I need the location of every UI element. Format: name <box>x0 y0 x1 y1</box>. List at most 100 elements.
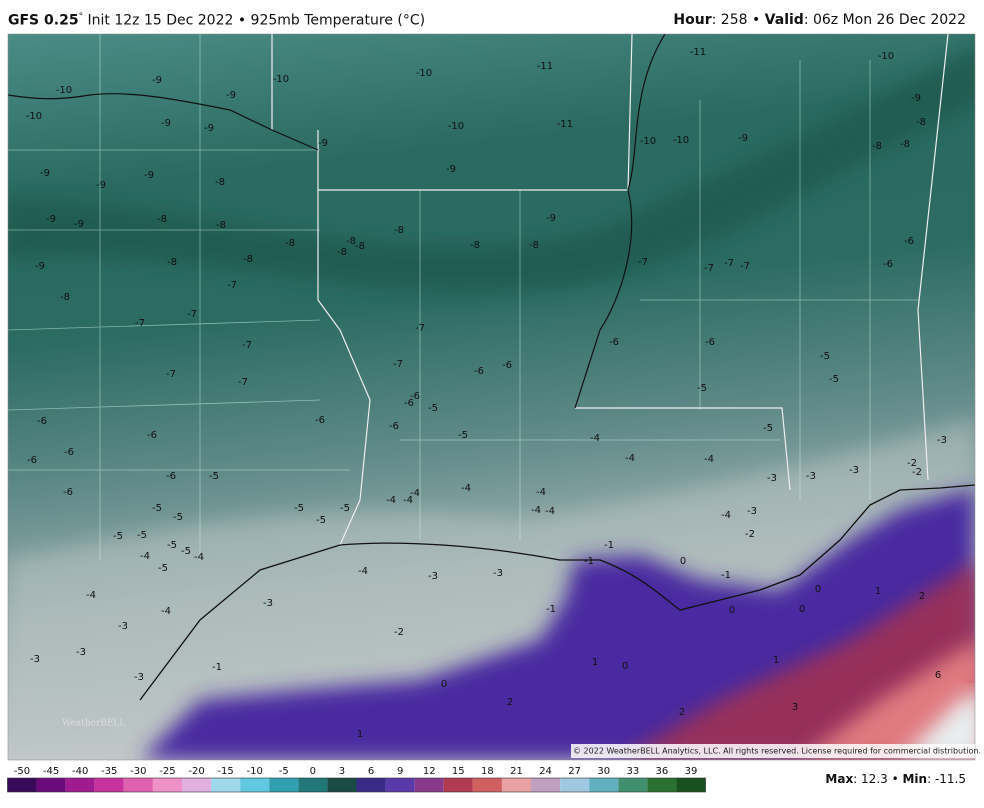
colorbar-segment <box>676 778 706 792</box>
map-label: -2 <box>912 467 922 478</box>
map-label: -9 <box>446 164 456 175</box>
colorbar-tick-label: 30 <box>597 766 610 777</box>
degree: ° <box>78 12 84 22</box>
map-label: -8 <box>215 177 225 188</box>
hour-label: Hour <box>673 12 712 28</box>
map-label: -3 <box>118 621 128 632</box>
map-label: -2 <box>745 529 755 540</box>
map-label: -9 <box>144 170 154 181</box>
map-label: -4 <box>194 552 204 563</box>
header-right: Hour: 258 • Valid: 06z Mon 26 Dec 2022 <box>673 12 966 28</box>
copyright: © 2022 WeatherBELL Analytics, LLC. All r… <box>573 747 981 756</box>
map-label: -4 <box>358 566 368 577</box>
map-label: -7 <box>227 280 237 291</box>
map-label: 2 <box>919 591 925 602</box>
map-label: -6 <box>474 366 484 377</box>
map-label: -9 <box>911 93 921 104</box>
colorbar-segment <box>472 778 502 792</box>
map-label: -9 <box>46 214 56 225</box>
colorbar-tick-label: 36 <box>656 766 669 777</box>
colorbar-frame <box>7 777 706 793</box>
map-label: -5 <box>763 423 773 434</box>
colorbar-tick-label: -45 <box>43 766 59 777</box>
map-label: -3 <box>849 465 859 476</box>
colorbar-segment <box>443 778 473 792</box>
map-label: -7 <box>704 263 714 274</box>
map-label: -6 <box>389 421 399 432</box>
valid-label: Valid <box>764 12 804 28</box>
colorbar-tick-label: -30 <box>130 766 146 777</box>
map-label: -6 <box>404 398 414 409</box>
colorbar-segment <box>211 778 241 792</box>
header-left: GFS 0.25° Init 12z 15 Dec 2022 • 925mb T… <box>8 12 425 29</box>
map-label: -8 <box>529 240 539 251</box>
map-label: -5 <box>113 531 123 542</box>
map-label: -7 <box>238 377 248 388</box>
colorbar-tick-label: 9 <box>397 766 403 777</box>
colorbar-tick-label: 27 <box>568 766 581 777</box>
map-label: 2 <box>679 707 685 718</box>
colorbar-segment <box>560 778 590 792</box>
map-label: -7 <box>187 309 197 320</box>
colorbar-segment <box>501 778 532 792</box>
map-label: -10 <box>448 121 464 132</box>
map-label: -8 <box>157 214 167 225</box>
map-label: -4 <box>461 483 471 494</box>
min-text: : -11.5 <box>927 772 966 786</box>
map-label: -6 <box>63 487 73 498</box>
map-label: -8 <box>355 241 365 252</box>
map-label: -4 <box>403 495 413 506</box>
map-label: -6 <box>37 416 47 427</box>
colorbar-segment <box>181 778 212 792</box>
colorbar-segment <box>298 778 328 792</box>
map-label: -1 <box>212 662 222 673</box>
map-label: -6 <box>609 337 619 348</box>
map-label: -3 <box>937 435 947 446</box>
colorbar-segment <box>618 778 648 792</box>
map-label: -3 <box>428 571 438 582</box>
colorbar-segment <box>589 778 619 792</box>
colorbar-segment <box>647 778 677 792</box>
colorbar-tick-label: -5 <box>279 766 289 777</box>
colorbar-tick-label: 24 <box>539 766 552 777</box>
map-label: -5 <box>209 471 219 482</box>
map-label: -4 <box>590 433 600 444</box>
colorbar-tick-label: 18 <box>481 766 494 777</box>
map-label: -3 <box>767 473 777 484</box>
map-label: 0 <box>622 661 628 672</box>
map-label: -6 <box>705 337 715 348</box>
logo: WeatherBELL <box>62 719 125 729</box>
colorbar-tick-label: 39 <box>685 766 698 777</box>
map-label: -4 <box>410 488 420 499</box>
map-label: -7 <box>724 258 734 269</box>
map-label: -5 <box>820 351 830 362</box>
map-label: 1 <box>773 655 779 666</box>
map-label: -5 <box>167 540 177 551</box>
map-label: -7 <box>166 369 176 380</box>
map-label: -9 <box>152 75 162 86</box>
map-label: -8 <box>285 238 295 249</box>
map-label: -7 <box>638 257 648 268</box>
map-label: -5 <box>181 546 191 557</box>
colorbar-segment <box>269 778 299 792</box>
footer: Max: 12.3 • Min: -11.5 <box>825 772 966 786</box>
map-label: -7 <box>135 318 145 329</box>
map-label: -3 <box>806 471 816 482</box>
map-label: -7 <box>393 359 403 370</box>
map-label: -11 <box>557 119 573 130</box>
hour-text: : 258 • <box>711 12 765 28</box>
colorbar-tick-label: 3 <box>339 766 345 777</box>
map-label: -10 <box>640 136 656 147</box>
map-label: 0 <box>441 679 447 690</box>
map-label: 1 <box>592 657 598 668</box>
colorbar-tick-label: 33 <box>626 766 639 777</box>
map-label: -5 <box>340 503 350 514</box>
colorbar-segment <box>36 778 66 792</box>
colorbar-tick-label: 15 <box>452 766 465 777</box>
max-label: Max <box>825 772 854 786</box>
map-label: -5 <box>158 563 168 574</box>
map-label: -6 <box>410 391 420 402</box>
colorbar-tick-label: -35 <box>101 766 117 777</box>
map-label: -5 <box>428 403 438 414</box>
